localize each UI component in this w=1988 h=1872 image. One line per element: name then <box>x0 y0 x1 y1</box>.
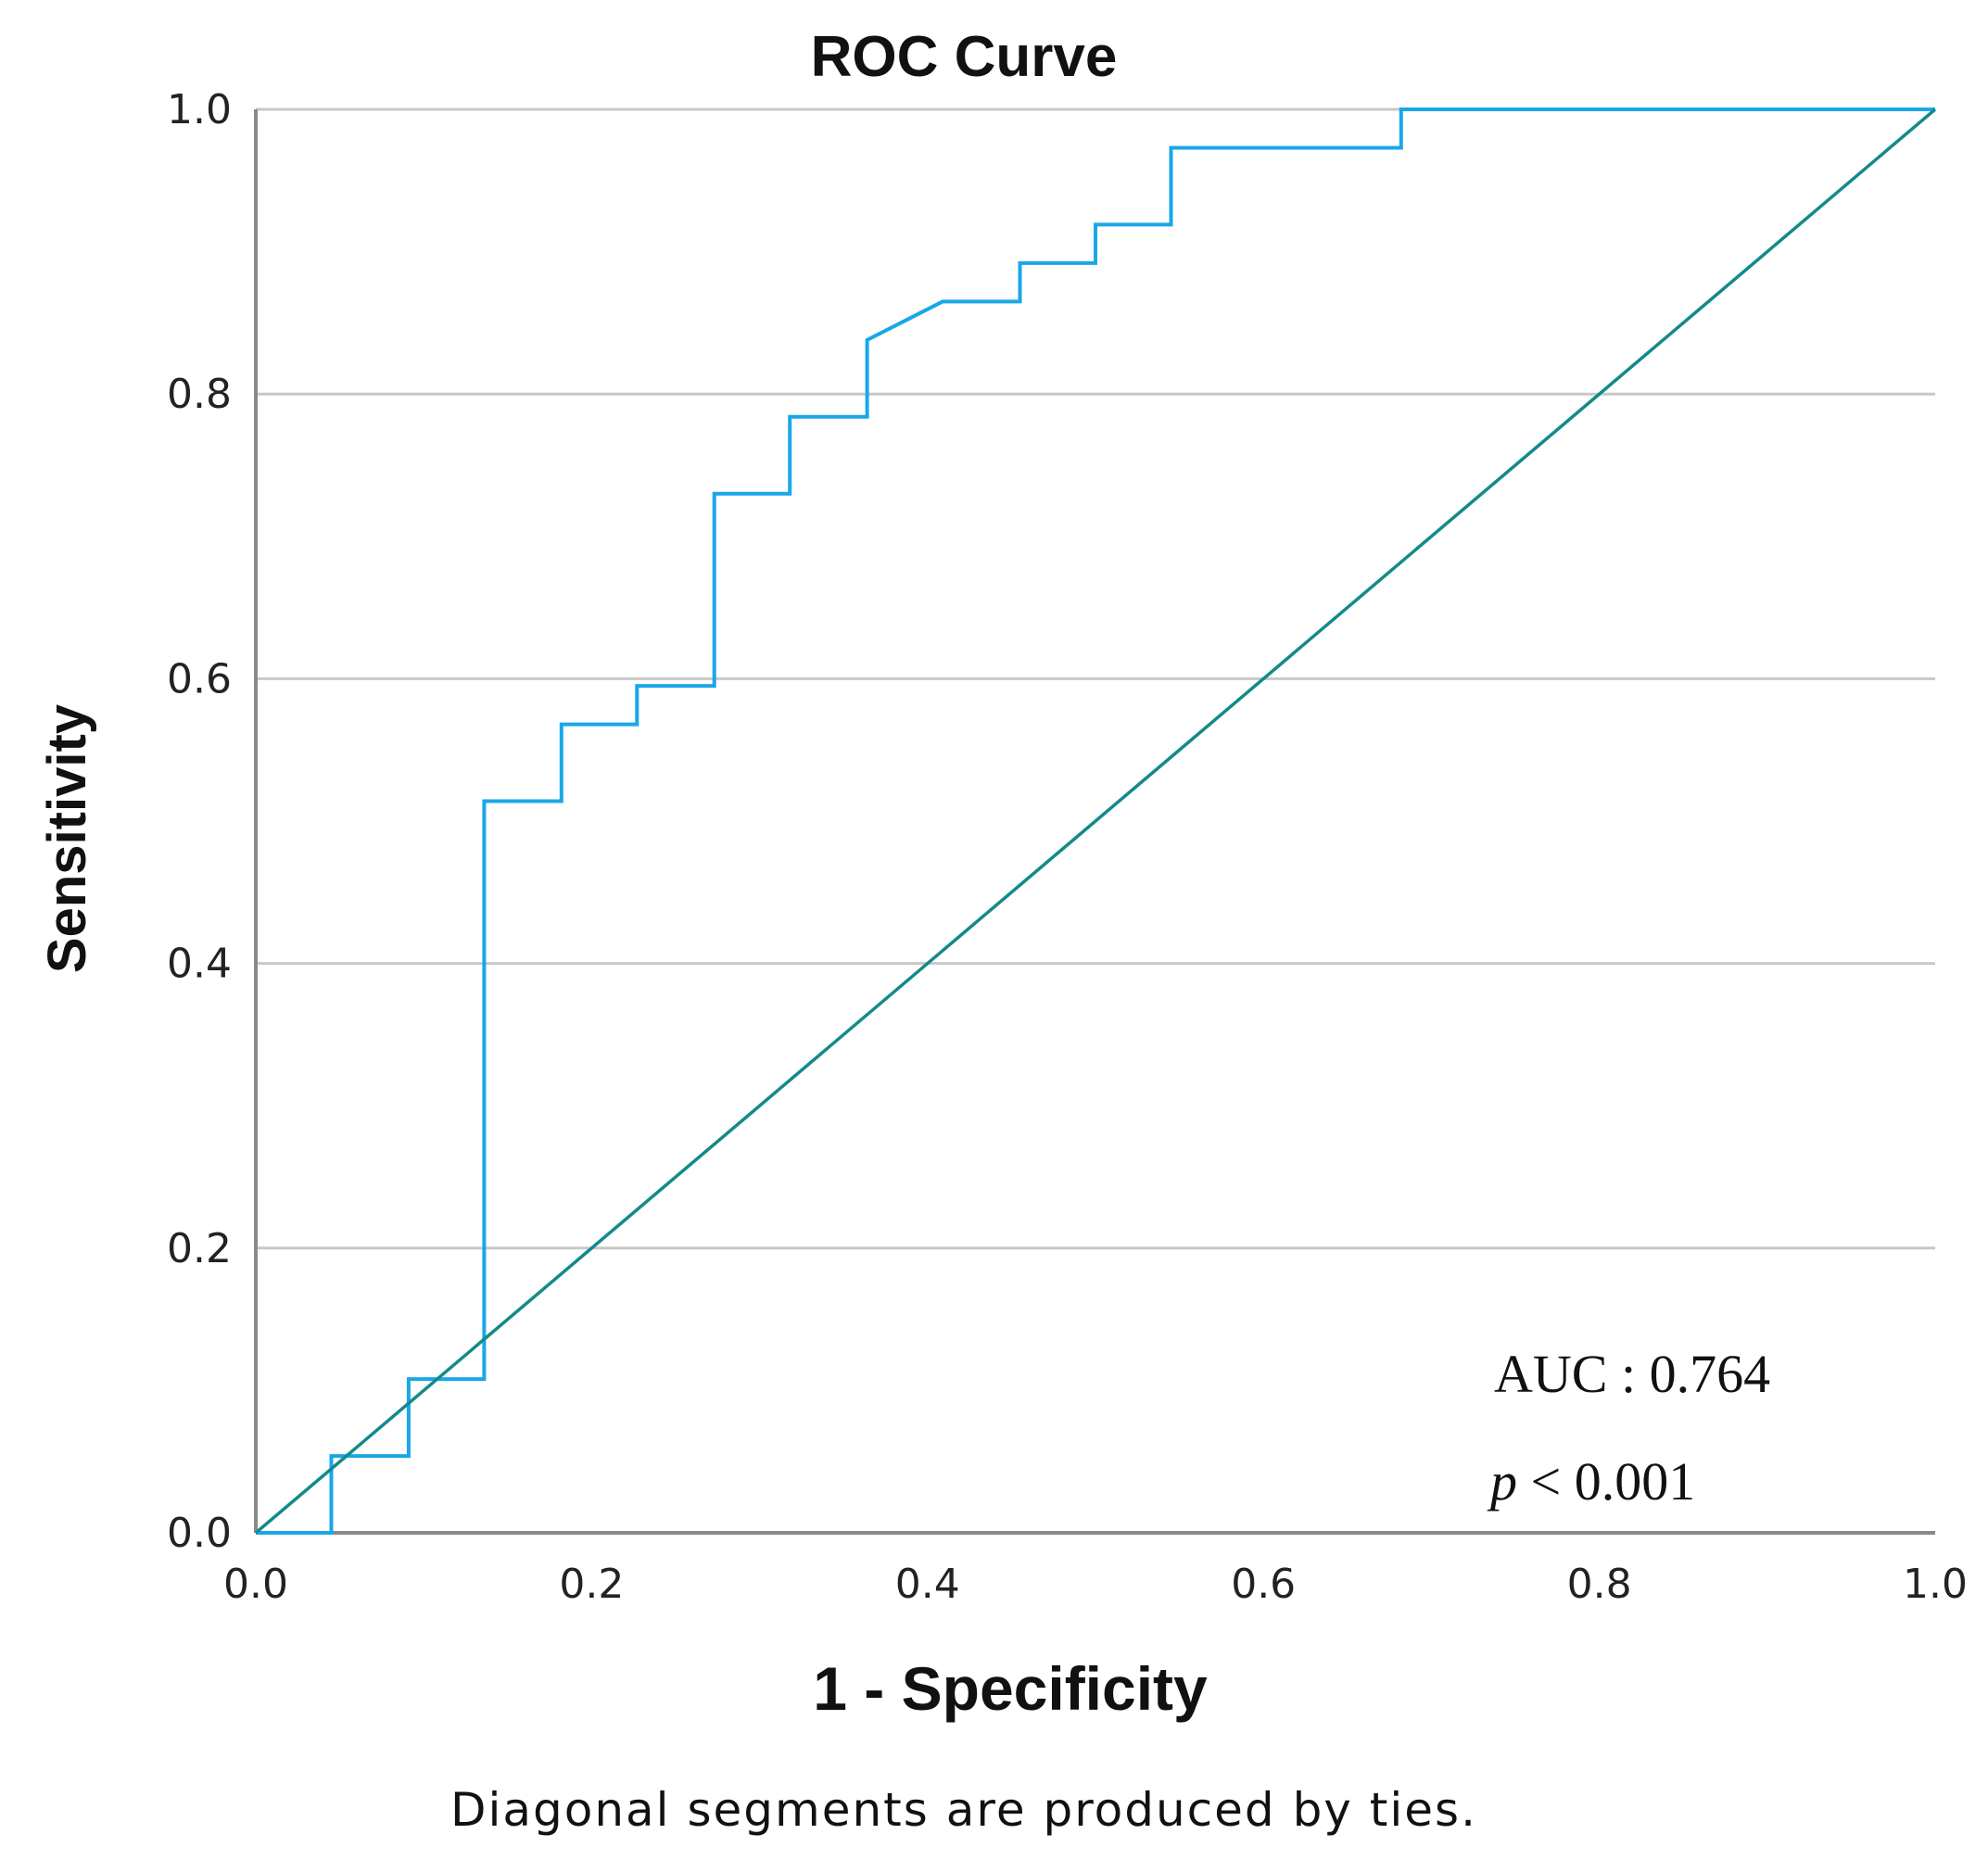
x-tick-label: 0.2 <box>559 1561 624 1608</box>
roc-curve-line <box>256 108 1935 1535</box>
x-tick-label: 0.6 <box>1231 1561 1296 1608</box>
y-ticks: 0.0 0.2 0.4 0.6 0.8 1.0 <box>167 86 232 1557</box>
x-axis-label: 1 - Specificity <box>813 1654 1208 1723</box>
x-ticks: 0.0 0.2 0.4 0.6 0.8 1.0 <box>223 1561 1968 1608</box>
x-tick-label: 0.0 <box>223 1561 288 1608</box>
x-tick-label: 0.4 <box>895 1561 960 1608</box>
p-symbol: p <box>1487 1451 1517 1512</box>
y-tick-label: 0.8 <box>167 371 232 418</box>
x-tick-label: 0.8 <box>1567 1561 1632 1608</box>
axes <box>254 109 1935 1535</box>
series-group <box>254 108 1937 1535</box>
auc-annotation: AUC : 0.764 <box>1494 1344 1770 1404</box>
footnote: Diagonal segments are produced by ties. <box>450 1783 1477 1837</box>
x-tick-label: 1.0 <box>1903 1561 1968 1608</box>
y-axis-label: Sensitivity <box>37 704 97 973</box>
grid-lines <box>256 108 1935 1250</box>
p-value-annotation: p < 0.001 <box>1487 1451 1695 1512</box>
y-tick-label: 0.0 <box>167 1510 232 1557</box>
chart-title: ROC Curve <box>811 25 1118 89</box>
y-tick-label: 0.6 <box>167 655 232 702</box>
y-tick-label: 1.0 <box>167 86 232 133</box>
y-tick-label: 0.2 <box>167 1225 232 1272</box>
y-tick-label: 0.4 <box>167 941 232 988</box>
p-value-text: < 0.001 <box>1517 1451 1695 1512</box>
reference-diagonal-line <box>254 108 1937 1535</box>
